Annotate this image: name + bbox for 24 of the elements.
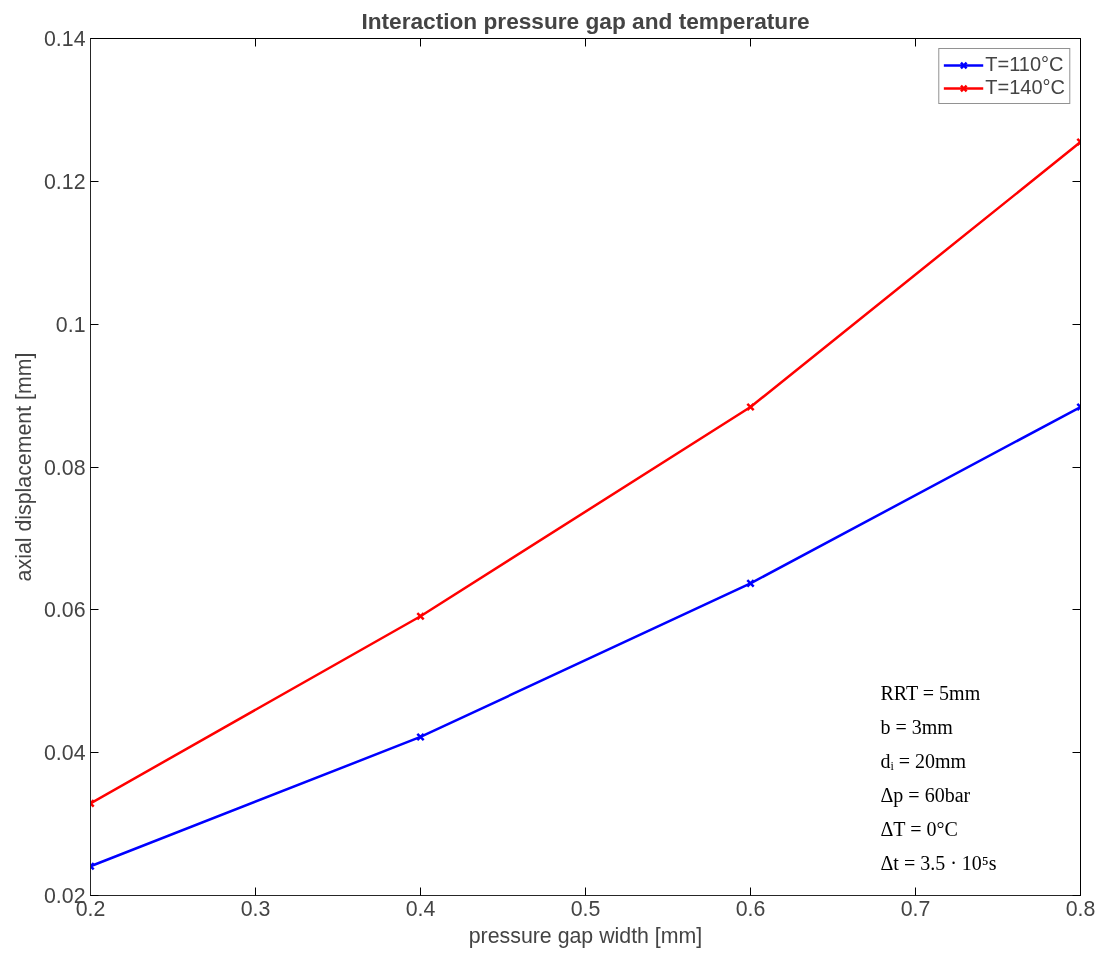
legend-label: T=140°C [985, 76, 1065, 99]
chart-title: Interaction pressure gap and temperature [361, 7, 810, 34]
x-axis-title: pressure gap width [mm] [468, 923, 703, 948]
x-tick-label: 0.4 [405, 896, 436, 921]
x-tick-label: 0.3 [240, 896, 271, 921]
y-tick-label: 0.12 [43, 169, 86, 194]
x-tick-label: 0.6 [735, 896, 766, 921]
y-tick-label: 0.14 [43, 27, 86, 51]
point [416, 611, 425, 621]
y-axis-title: axial displacement [mm] [11, 352, 36, 582]
y-tick-label: 0.04 [43, 741, 86, 766]
annotation: Δp = 60bar [880, 783, 971, 807]
y-tick-label: 0.1 [55, 312, 86, 337]
annotation: b = 3mm [880, 715, 954, 738]
x-tick-label: 0.5 [570, 896, 601, 921]
y-tick-label: 0.06 [43, 598, 86, 623]
y-tick-label: 0.08 [43, 455, 86, 480]
x-tick-label: 0.8 [1065, 896, 1096, 921]
annotation: ΔT = 0°C [880, 817, 958, 840]
legend-label: T=110°C [985, 53, 1064, 76]
x-tick-label: 0.7 [900, 896, 931, 921]
annotation: Δt = 3.5 · 10⁵s [880, 851, 997, 874]
annotation: RRT = 5mm [880, 681, 981, 704]
annotation: dᵢ = 20mm [880, 749, 967, 772]
